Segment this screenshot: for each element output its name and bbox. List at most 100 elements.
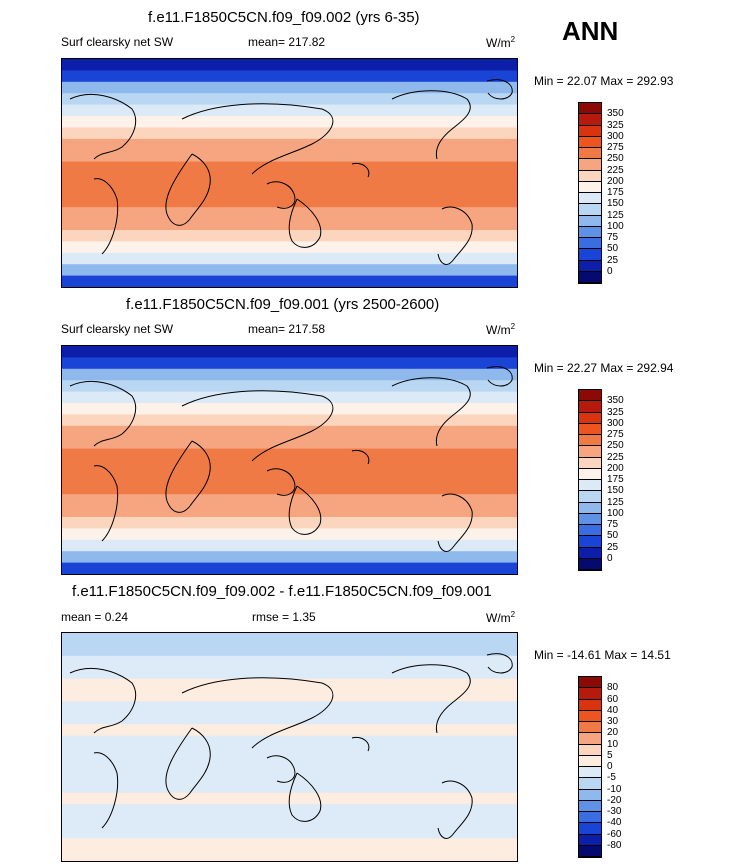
zonal-band [62,701,517,714]
zonal-band [62,437,517,450]
zonal-band [62,81,517,94]
panel3-colorbar-tick: -5 [607,772,616,784]
coastline [437,206,473,265]
panel3-colorbar-cell [579,800,601,812]
panel3-colorbar-tick: 40 [607,704,619,716]
zonal-band [62,758,517,771]
panel2-colorbar-tick: 300 [607,417,624,429]
panel1-colorbar-tick: 0 [607,265,613,277]
panel1-colorbar-cell [579,136,601,148]
panel2-variable-label: Surf clearsky net SW [61,322,174,336]
zonal-band [62,633,517,645]
panel3-map-svg [62,633,517,861]
zonal-band [62,826,517,839]
coastline [181,103,334,175]
coastline [391,90,471,160]
panel1-colorbar-tick: 350 [607,108,624,120]
panel2-colorbar-tick: 175 [607,474,624,485]
zonal-band [62,644,517,657]
panel1-colorbar-tick: 75 [607,232,619,243]
panel3-bands [62,633,517,861]
coastline [266,181,296,209]
panel1-minmax: Min = 22.07 Max = 292.93 [534,74,674,88]
zonal-band [62,391,517,404]
coastline [181,677,334,749]
zonal-band [62,70,517,83]
panel2-colorbar-cell [579,468,601,480]
panel1-colorbar-tick: 100 [607,220,624,232]
panel2-colorbar-cell [579,423,601,435]
panel3-colorbar-tick: -10 [607,783,622,795]
panel2-colorbar-tick: 150 [607,485,624,497]
panel3-colorbar-cell [579,767,601,779]
panel2-colorbar-cell [579,502,601,514]
zonal-band [62,104,517,117]
zonal-band [62,264,517,277]
zonal-band [62,403,517,415]
panel3-colorbar-tick: -60 [607,828,622,840]
zonal-band [62,275,517,287]
panel3-colorbar-tick: 30 [607,716,619,727]
panel2-map [61,345,518,575]
panel1-colorbar-cell [579,181,601,193]
panel1-colorbar-cell [579,260,601,272]
panel1-colorbar-cell [579,238,601,250]
zonal-band [62,517,517,529]
panel2-colorbar-tick: 250 [607,440,624,452]
zonal-band [62,471,517,484]
panel2-colorbar-cell [579,457,601,469]
panel2-units: W/m2 [486,322,516,337]
panel3-colorbar-cell [579,677,601,689]
panel2-colorbar-cell [579,525,601,537]
panel2-colorbar-cell [579,480,601,492]
zonal-band [62,448,517,461]
panel3-colorbar-cell [579,789,601,801]
panel3-colorbar-cell [579,744,601,756]
panel3-colorbar-tick: 10 [607,738,619,750]
zonal-band [62,150,517,163]
panel3-colorbar-tick: 80 [607,682,619,694]
panel2-colorbar-cell [579,390,601,402]
panel1-coastlines [69,79,513,265]
panel2-colorbar-cell [579,558,601,570]
panel3-colorbar-cell [579,812,601,824]
zonal-band [62,138,517,151]
coastline [351,736,370,752]
zonal-band [62,346,517,358]
zonal-band [62,252,517,265]
panel2-colorbar-tick: 275 [607,429,624,440]
panel2-mean-label: mean= 217.58 [248,322,326,336]
coastline [181,390,334,462]
panel1-colorbar-tick: 25 [607,254,619,266]
zonal-band [62,425,517,438]
panel1-units: W/m2 [486,35,516,50]
panel1-colorbar-cell [579,215,601,227]
zonal-band [62,838,517,851]
season-label: ANN [562,16,619,46]
panel3-colorbar-tick: 60 [607,693,619,705]
zonal-band [62,781,517,794]
zonal-band [62,59,517,71]
panel2-colorbar-tick: 25 [607,541,619,553]
panel3-colorbar-cell [579,722,601,734]
panel2-colorbar-tick: 100 [607,507,624,519]
zonal-band [62,678,517,691]
coastline [351,162,370,178]
panel3-colorbar-cell [579,755,601,767]
coastline [165,153,211,226]
panel2-colorbar-cell [579,547,601,559]
panel2-colorbar-tick: 0 [607,552,613,564]
panel1-colorbar-cell [579,249,601,261]
panel3-colorbar-cell [579,733,601,745]
panel3-colorbar-cell [579,699,601,711]
zonal-band [62,368,517,381]
panel1-colorbar-cell [579,193,601,205]
panel2-colorbar-cell [579,536,601,548]
zonal-band [62,528,517,541]
zonal-band [62,712,517,725]
zonal-band [62,482,517,495]
panel3-colorbar-tick: -40 [607,817,622,829]
zonal-band [62,161,517,174]
panel2-colorbar-cell [579,513,601,525]
panel2-colorbar-cell [579,412,601,424]
